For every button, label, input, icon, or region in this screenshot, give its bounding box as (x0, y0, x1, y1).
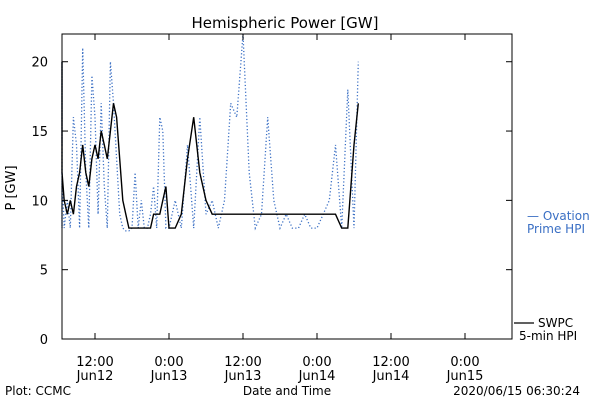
legend-swpc: SWPC 5-min HPI (514, 316, 577, 343)
x-tick-label-time: 12:00 (224, 355, 261, 370)
x-tick-label-time: 0:00 (154, 355, 183, 370)
y-tick-label: 0 (40, 333, 48, 348)
x-tick-label-time: 0:00 (302, 355, 331, 370)
x-tick-label-date: Jun14 (372, 369, 410, 384)
chart-title: Hemispheric Power [GW] (192, 14, 379, 32)
legend-ovation-prime: — Ovation Prime HPI (527, 209, 590, 236)
legend-ovation-line2: Prime HPI (527, 222, 585, 236)
legend-swpc-line2: 5-min HPI (519, 329, 577, 343)
x-tick-label-date: Jun14 (298, 369, 336, 384)
y-tick-label: 5 (40, 264, 48, 279)
series-swpc-line (61, 61, 359, 229)
plot-timestamp: 2020/06/15 06:30:24 (453, 384, 580, 398)
x-tick-label-date: Jun12 (76, 369, 114, 384)
plot-credit: Plot: CCMC (5, 384, 71, 398)
y-tick-label: 20 (31, 56, 48, 71)
y-tick-label: 15 (31, 125, 48, 140)
legend-ovation-line1: — Ovation (527, 209, 590, 223)
legend-swpc-line1: SWPC (538, 316, 573, 330)
x-tick-label-date: Jun15 (446, 369, 484, 384)
y-axis-label: P [GW] (4, 165, 19, 210)
y-axis: 0 5 10 15 20 (31, 56, 512, 348)
x-axis-label: Date and Time (243, 384, 331, 398)
x-axis: 12:00Jun120:00Jun1312:00Jun130:00Jun1412… (76, 34, 484, 384)
x-tick-label-date: Jun13 (224, 369, 262, 384)
plot-area-frame (61, 33, 513, 340)
x-tick-label-date: Jun13 (150, 369, 188, 384)
x-tick-label-time: 12:00 (372, 355, 409, 370)
x-tick-label-time: 0:00 (450, 355, 479, 370)
y-tick-label: 10 (31, 194, 48, 209)
x-tick-label-time: 12:00 (76, 355, 113, 370)
series-layer (61, 33, 359, 232)
